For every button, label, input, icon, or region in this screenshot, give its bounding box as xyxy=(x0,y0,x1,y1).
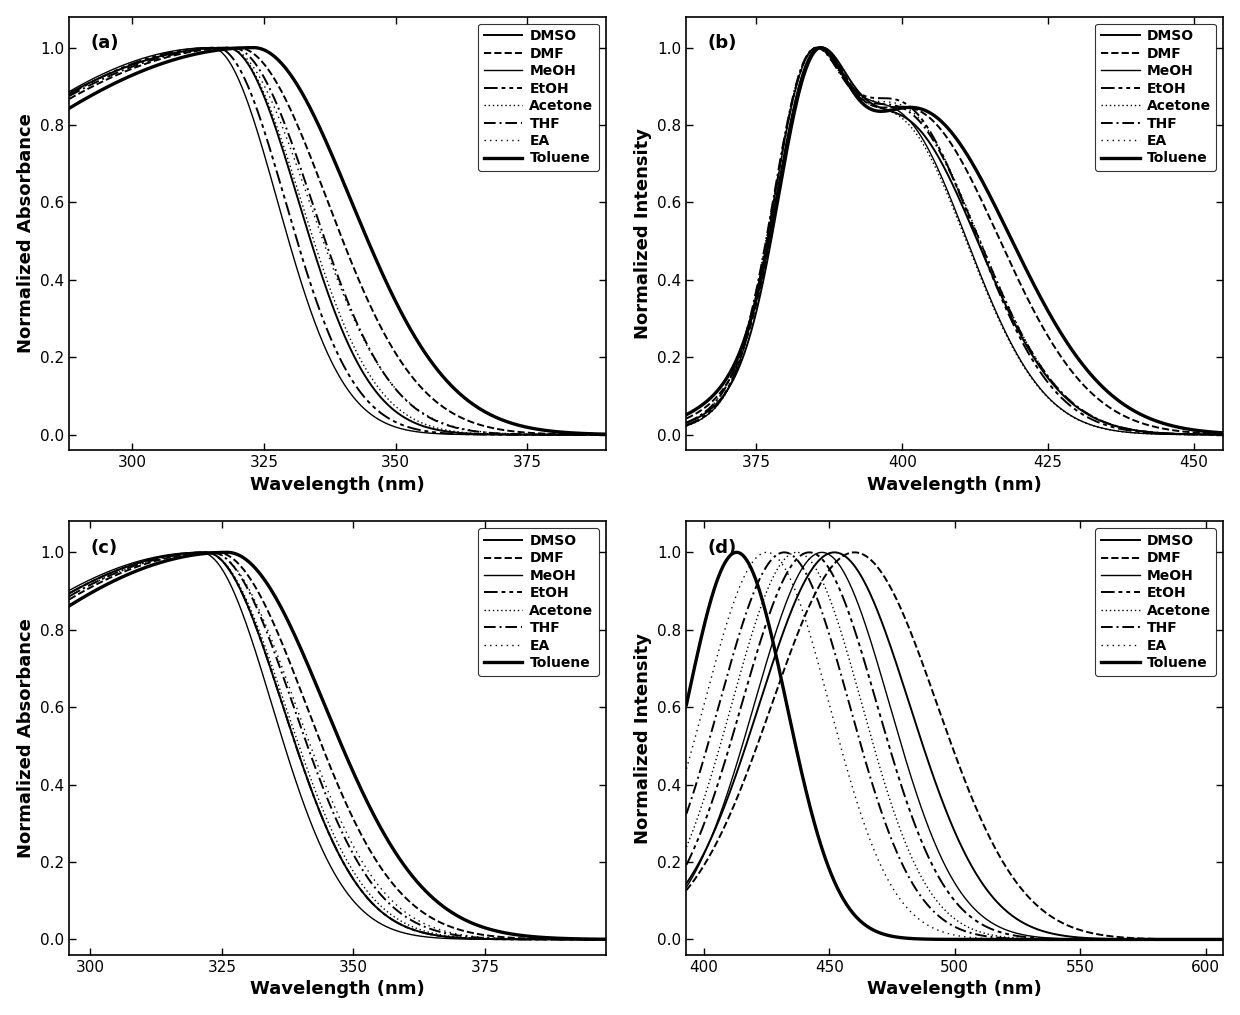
X-axis label: Wavelength (nm): Wavelength (nm) xyxy=(250,980,425,999)
X-axis label: Wavelength (nm): Wavelength (nm) xyxy=(868,476,1042,493)
Y-axis label: Normalized Absorbance: Normalized Absorbance xyxy=(16,618,35,858)
X-axis label: Wavelength (nm): Wavelength (nm) xyxy=(868,980,1042,999)
Legend: DMSO, DMF, MeOH, EtOH, Acetone, THF, EA, Toluene: DMSO, DMF, MeOH, EtOH, Acetone, THF, EA,… xyxy=(1095,529,1216,676)
Text: (a): (a) xyxy=(91,35,119,52)
Text: (b): (b) xyxy=(708,35,738,52)
Legend: DMSO, DMF, MeOH, EtOH, Acetone, THF, EA, Toluene: DMSO, DMF, MeOH, EtOH, Acetone, THF, EA,… xyxy=(477,23,599,172)
Legend: DMSO, DMF, MeOH, EtOH, Acetone, THF, EA, Toluene: DMSO, DMF, MeOH, EtOH, Acetone, THF, EA,… xyxy=(1095,23,1216,172)
Text: (c): (c) xyxy=(91,539,118,557)
Text: (d): (d) xyxy=(708,539,737,557)
X-axis label: Wavelength (nm): Wavelength (nm) xyxy=(250,476,425,493)
Legend: DMSO, DMF, MeOH, EtOH, Acetone, THF, EA, Toluene: DMSO, DMF, MeOH, EtOH, Acetone, THF, EA,… xyxy=(477,529,599,676)
Y-axis label: Normalized Absorbance: Normalized Absorbance xyxy=(16,114,35,353)
Y-axis label: Normalized Intensity: Normalized Intensity xyxy=(634,632,652,843)
Y-axis label: Normalized Intensity: Normalized Intensity xyxy=(634,128,652,339)
